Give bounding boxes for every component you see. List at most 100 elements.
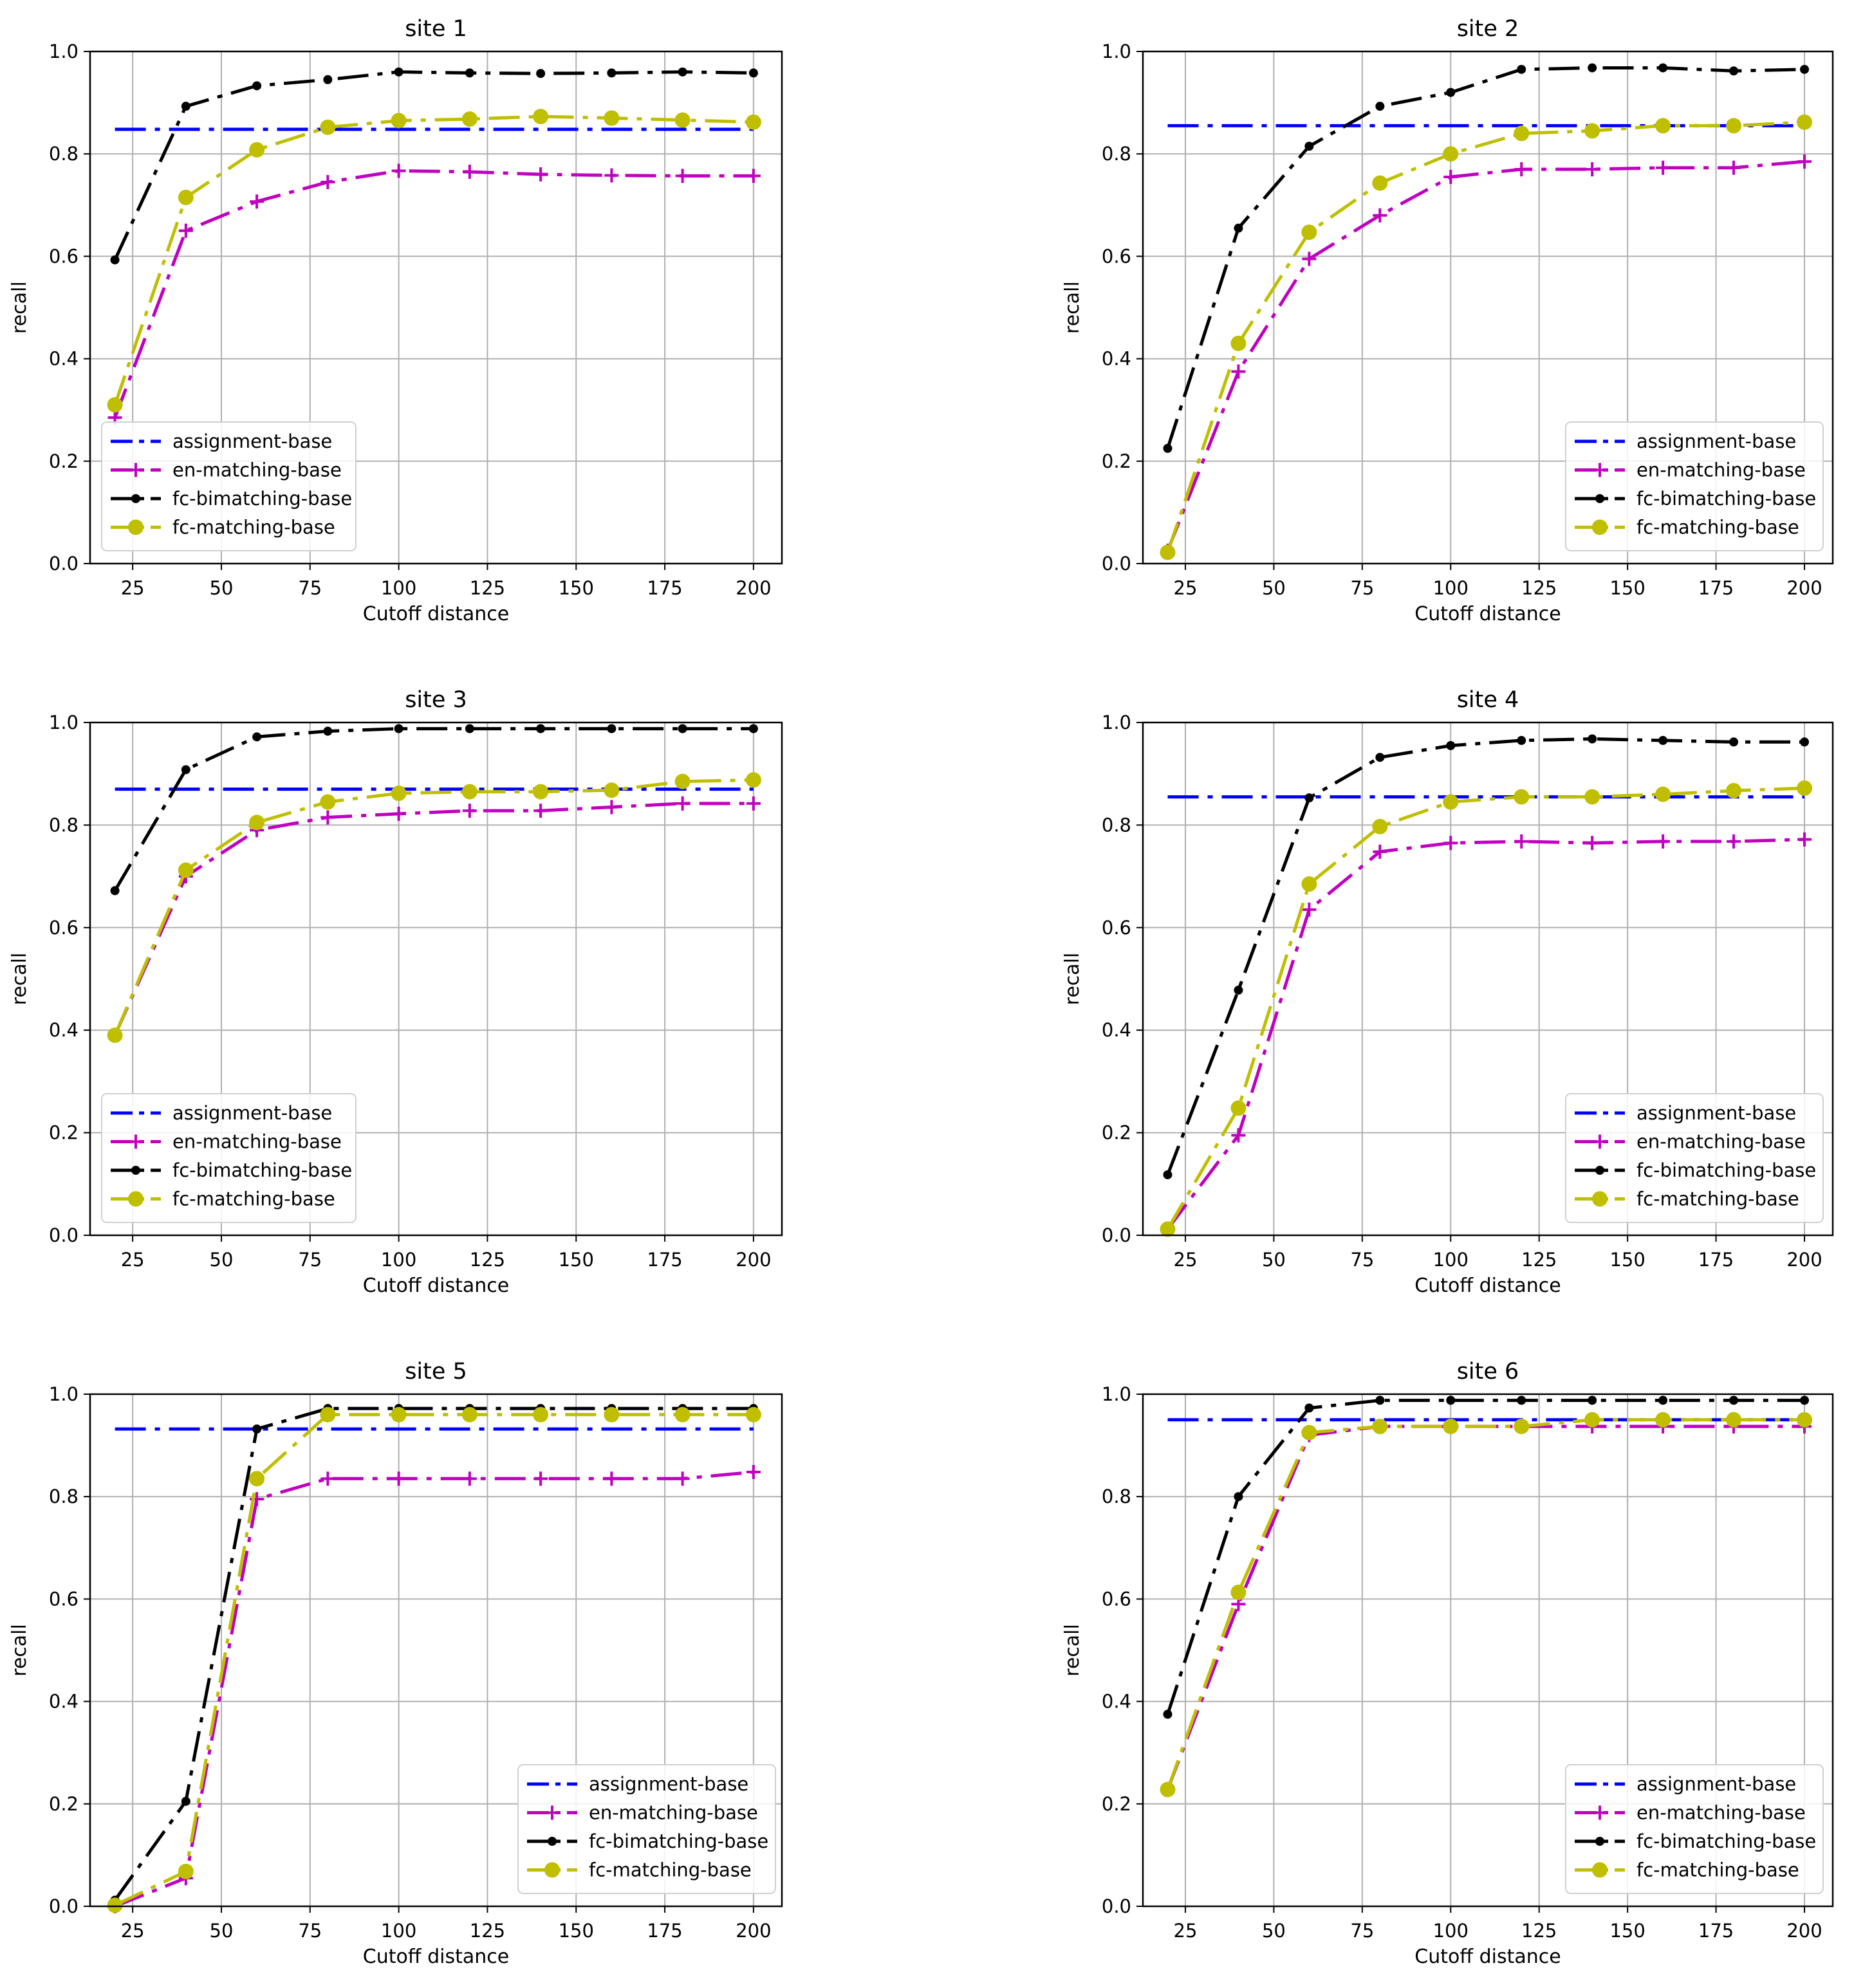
legend-marker-en-matching-base <box>129 1134 143 1149</box>
y-tick-label: 0.6 <box>1102 245 1131 267</box>
series-line-fc-bimatching-base <box>113 70 754 261</box>
y-tick-label: 1.0 <box>1102 712 1131 733</box>
data-point-fc-matching-base <box>1726 118 1742 134</box>
legend-label: assignment-base <box>1636 1102 1796 1124</box>
y-tick-label: 1.0 <box>49 41 79 62</box>
data-point-fc-matching-base <box>1797 780 1813 796</box>
legend-marker-fc-bimatching-base <box>548 1837 557 1846</box>
x-tick-label: 50 <box>210 577 234 599</box>
x-tick-label: 25 <box>1174 577 1198 599</box>
series-line-en-matching-base <box>1166 160 1805 552</box>
data-point-fc-bimatching-base <box>252 732 262 742</box>
legend-label: en-matching-base <box>1636 1802 1806 1824</box>
y-tick-label: 0.8 <box>49 1486 79 1507</box>
data-point-fc-bimatching-base <box>1588 734 1597 744</box>
data-point-fc-bimatching-base <box>465 68 474 78</box>
data-point-en-matching-base <box>675 169 690 183</box>
x-tick-label: 75 <box>298 577 322 599</box>
legend-label: fc-matching-base <box>1636 517 1799 538</box>
data-point-fc-bimatching-base <box>1658 63 1668 73</box>
chart-panel-2: 25 50 75 100 125 150 175 200 0.0 0.2 0.4 0.6 0.8 1.0 s… <box>1061 16 1834 625</box>
legend-label: en-matching-base <box>589 1802 758 1824</box>
x-tick-label: 25 <box>1174 1249 1198 1271</box>
data-point-fc-bimatching-base <box>748 724 758 733</box>
legend-marker-fc-bimatching-base <box>131 494 140 503</box>
series-line-fc-matching-base <box>1166 120 1805 553</box>
x-axis-label: Cutoff distance <box>363 603 509 625</box>
data-point-fc-matching-base <box>461 111 477 127</box>
data-point-fc-bimatching-base <box>1800 737 1810 747</box>
series-line-en-matching-base <box>113 802 754 1036</box>
data-point-fc-matching-base <box>1160 1221 1176 1237</box>
series-line-fc-bimatching-base <box>113 1406 754 1901</box>
chart-title: site 2 <box>1457 16 1519 42</box>
data-point-fc-bimatching-base <box>678 724 687 733</box>
x-tick-label: 125 <box>1521 1920 1557 1942</box>
data-point-fc-matching-base <box>1160 1781 1176 1798</box>
series-line-fc-bimatching-base <box>1166 1399 1804 1715</box>
y-axis-label: recall <box>1061 1624 1084 1677</box>
data-point-fc-matching-base <box>1230 335 1247 351</box>
data-point-fc-bimatching-base <box>1375 102 1385 111</box>
legend-marker-fc-bimatching-base <box>1595 1837 1604 1846</box>
legend-label: fc-matching-base <box>1636 1859 1799 1881</box>
data-point-fc-matching-base <box>1514 789 1530 805</box>
y-axis-label: recall <box>8 953 31 1006</box>
y-tick-label: 0.0 <box>49 1224 79 1246</box>
data-point-fc-matching-base <box>391 1406 407 1422</box>
data-point-fc-matching-base <box>107 397 123 413</box>
data-point-fc-bimatching-base <box>1304 793 1314 803</box>
chart-title: site 1 <box>405 16 467 42</box>
y-tick-label: 0.2 <box>49 450 79 472</box>
data-point-fc-matching-base <box>1797 1412 1813 1428</box>
data-point-fc-matching-base <box>178 862 194 878</box>
chart-panel-1: 25 50 75 100 125 150 175 200 0.0 0.2 0.4 0.6 0.8 1.0 s… <box>8 16 783 625</box>
data-point-fc-matching-base <box>1584 123 1600 139</box>
data-point-fc-bimatching-base <box>110 255 120 264</box>
x-tick-label: 150 <box>1609 1249 1645 1271</box>
data-point-en-matching-base <box>1373 208 1387 223</box>
x-axis-label: Cutoff distance <box>1414 1946 1561 1968</box>
series-line-fc-bimatching-base <box>1166 66 1805 449</box>
y-tick-label: 0.4 <box>49 348 79 370</box>
data-point-fc-matching-base <box>674 773 691 789</box>
x-tick-label: 125 <box>470 577 505 599</box>
plot-frame <box>89 50 783 565</box>
x-tick-label: 200 <box>736 1249 771 1271</box>
chart-panel-4: 25 50 75 100 125 150 175 200 0.0 0.2 0.4 0.6 0.8 1.0 s… <box>1061 687 1834 1297</box>
data-point-fc-bimatching-base <box>323 726 333 736</box>
x-tick-label: 100 <box>381 1249 416 1271</box>
x-tick-label: 125 <box>470 1920 505 1942</box>
legend-label: fc-matching-base <box>1636 1188 1799 1210</box>
data-point-en-matching-base <box>1727 834 1741 849</box>
series-line-fc-matching-base <box>1166 786 1805 1230</box>
data-point-fc-bimatching-base <box>1800 1395 1810 1405</box>
series-line-fc-bimatching-base <box>1166 737 1804 1175</box>
data-point-fc-matching-base <box>1443 146 1459 162</box>
x-tick-label: 25 <box>121 1249 145 1271</box>
data-point-fc-matching-base <box>107 1897 123 1913</box>
data-point-fc-matching-base <box>178 189 194 205</box>
data-point-fc-matching-base <box>1514 125 1530 142</box>
legend-label: fc-bimatching-base <box>1636 1159 1816 1181</box>
legend: assignment-base en-matching-base fc-bimatc… <box>1565 1093 1824 1223</box>
data-point-en-matching-base <box>1585 836 1600 851</box>
chart-title: site 4 <box>1457 687 1519 713</box>
data-point-fc-matching-base <box>461 1406 477 1422</box>
legend-marker-en-matching-base <box>129 463 143 477</box>
legend-marker-en-matching-base <box>545 1805 559 1820</box>
legend-marker-fc-matching-base <box>128 1191 144 1207</box>
data-point-fc-bimatching-base <box>536 69 546 78</box>
data-point-en-matching-base <box>604 168 619 183</box>
data-point-fc-bimatching-base <box>1234 223 1243 233</box>
legend-marker-fc-matching-base <box>544 1862 560 1878</box>
data-point-fc-bimatching-base <box>536 724 546 733</box>
x-tick-label: 100 <box>1433 1249 1469 1271</box>
x-axis-label: Cutoff distance <box>363 1275 509 1297</box>
x-tick-label: 100 <box>381 577 416 599</box>
data-point-fc-bimatching-base <box>323 75 333 84</box>
y-tick-label: 0.6 <box>49 917 79 939</box>
y-tick-label: 0.0 <box>49 1895 79 1917</box>
data-point-en-matching-base <box>1656 834 1671 849</box>
legend-marker-fc-bimatching-base <box>1595 1166 1604 1175</box>
